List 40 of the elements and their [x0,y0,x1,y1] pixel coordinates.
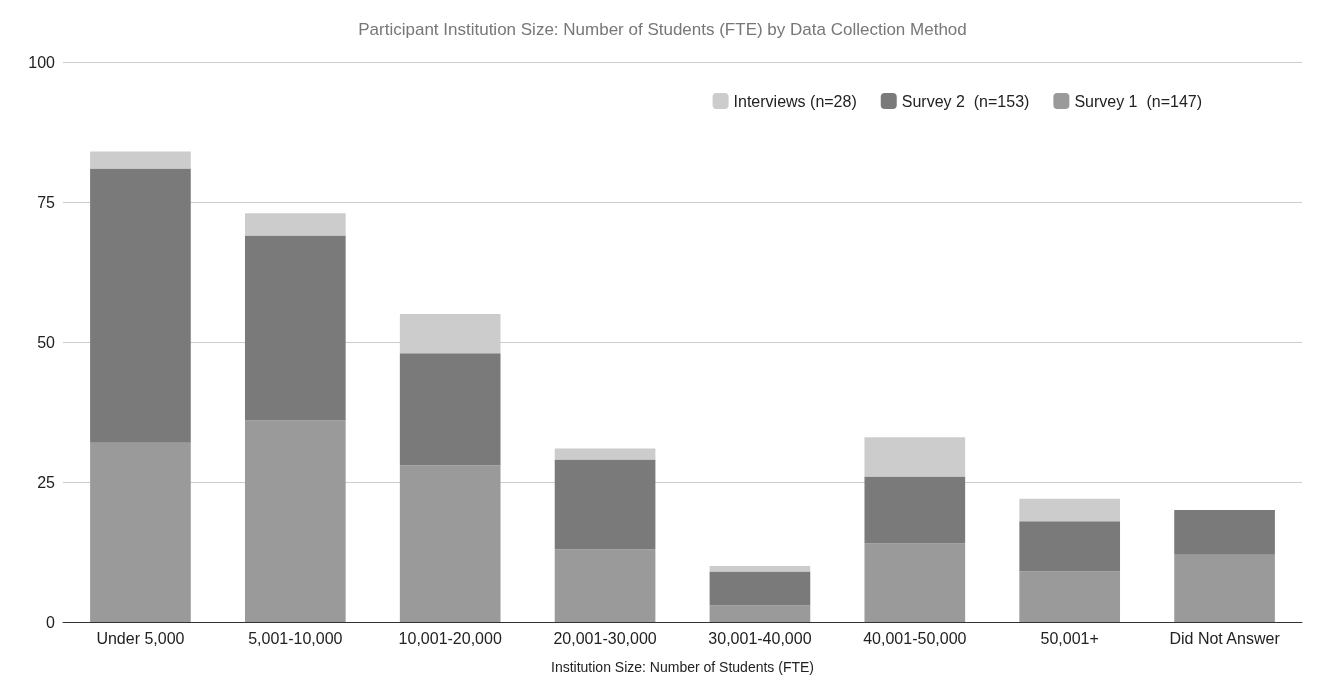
legend-label: Survey 2 (n=153) [901,92,1030,110]
chart-title: Participant Institution Size: Number of Students (FTE) by Data Collection Method [358,20,967,39]
legend-label: Interviews (n=28) [733,92,857,110]
y-tick-label: 100 [28,53,56,71]
bar [709,566,811,572]
bar [244,235,346,421]
y-tick-label: 25 [37,473,56,491]
y-tick-label: 75 [37,193,56,211]
bar [1174,510,1275,555]
bar [399,465,501,622]
bar [554,549,656,622]
bar [554,459,656,550]
bar [1019,571,1121,622]
y-tick-label: 0 [46,613,56,631]
x-axis-title: Institution Size: Number of Students (FTE) [551,659,814,675]
x-tick-label: Under 5,000 [96,629,185,647]
bar [90,168,191,443]
bar [709,571,811,606]
bar [554,448,656,460]
y-tick-label: 50 [37,333,56,351]
bar [709,605,811,622]
bar [90,442,191,622]
x-tick-label: 5,001-10,000 [248,629,343,647]
bar [864,437,966,477]
bar [90,151,191,169]
bar [864,543,966,622]
bar [244,213,346,236]
bar [244,420,346,622]
legend-label: Survey 1 (n=147) [1074,92,1202,110]
x-tick-label: 30,001-40,000 [708,629,812,647]
x-tick-label: 10,001-20,000 [398,629,502,647]
x-tick-label: 40,001-50,000 [863,629,967,647]
x-tick-label: Did Not Answer [1169,629,1281,647]
bar [399,353,501,466]
x-tick-label: 50,001+ [1040,629,1099,647]
bar [1174,554,1275,622]
x-tick-label: 20,001-30,000 [553,629,657,647]
bar [864,476,966,544]
bar [1019,498,1121,522]
bar [1019,521,1121,572]
